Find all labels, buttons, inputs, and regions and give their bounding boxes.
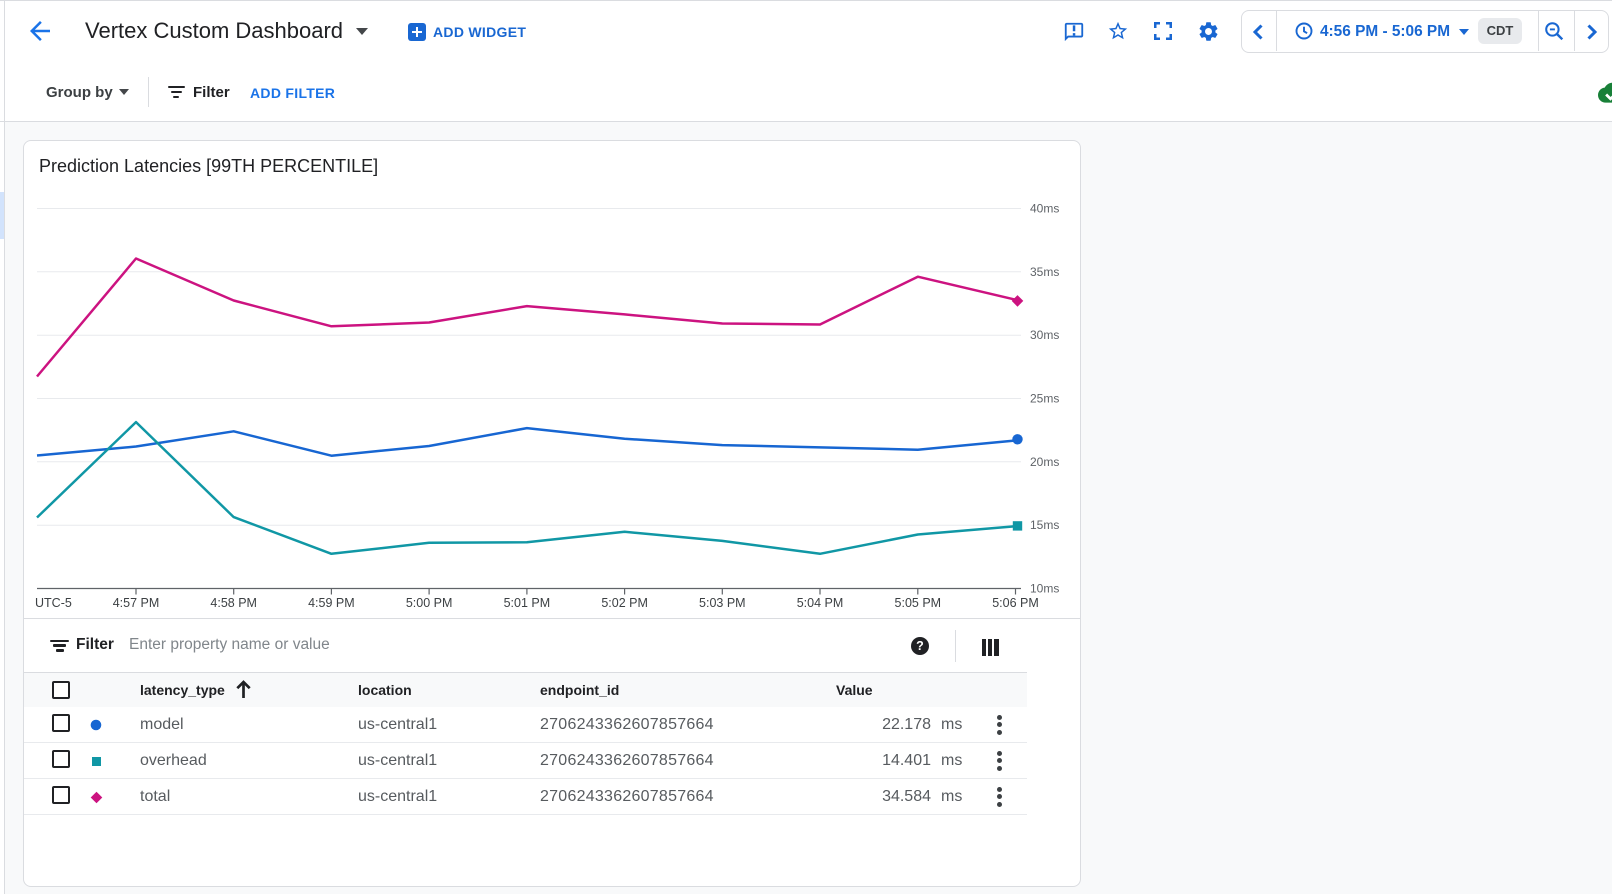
svg-text:35ms: 35ms — [1030, 265, 1059, 279]
svg-text:5:03 PM: 5:03 PM — [699, 596, 746, 610]
svg-text:5:04 PM: 5:04 PM — [797, 596, 844, 610]
svg-text:20ms: 20ms — [1030, 455, 1059, 469]
svg-text:30ms: 30ms — [1030, 328, 1059, 342]
svg-text:25ms: 25ms — [1030, 392, 1059, 406]
svg-text:5:00 PM: 5:00 PM — [406, 596, 453, 610]
svg-text:5:06 PM: 5:06 PM — [992, 596, 1039, 610]
svg-text:40ms: 40ms — [1030, 202, 1059, 216]
svg-text:10ms: 10ms — [1030, 582, 1059, 596]
svg-text:5:05 PM: 5:05 PM — [895, 596, 942, 610]
svg-text:UTC-5: UTC-5 — [35, 596, 72, 610]
svg-text:15ms: 15ms — [1030, 518, 1059, 532]
svg-text:5:01 PM: 5:01 PM — [504, 596, 551, 610]
svg-text:4:57 PM: 4:57 PM — [113, 596, 160, 610]
svg-text:4:59 PM: 4:59 PM — [308, 596, 355, 610]
svg-text:5:02 PM: 5:02 PM — [601, 596, 648, 610]
svg-text:4:58 PM: 4:58 PM — [210, 596, 257, 610]
